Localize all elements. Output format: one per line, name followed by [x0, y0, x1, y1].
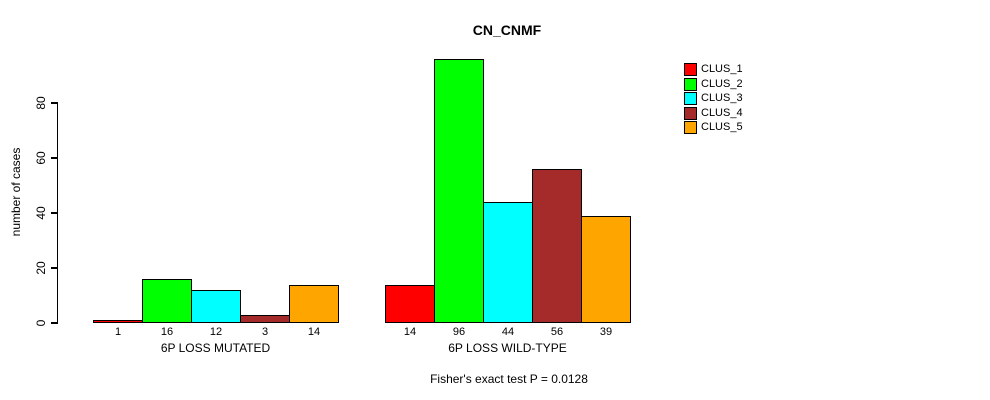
legend-label: CLUS_2 — [701, 77, 743, 90]
legend-label: CLUS_1 — [701, 63, 743, 75]
legend-swatch-clus_1 — [684, 63, 697, 76]
legend-label: CLUS_5 — [701, 121, 743, 133]
group-label: 6P LOSS WILD-TYPE — [448, 341, 567, 355]
y-tick — [51, 322, 58, 324]
y-tick — [51, 212, 58, 214]
legend-item: CLUS_5 — [684, 121, 784, 134]
y-tick — [51, 267, 58, 269]
bar-clus_2-group2 — [434, 59, 484, 323]
bar-value-label: 12 — [209, 326, 223, 338]
bar-value-label: 56 — [550, 326, 564, 338]
y-tick — [51, 157, 58, 159]
legend-label: CLUS_4 — [701, 106, 743, 119]
legend-swatch-clus_5 — [684, 121, 697, 134]
bar-value-label: 44 — [501, 326, 515, 338]
legend-swatch-clus_3 — [684, 92, 697, 105]
bar-clus_5-group1 — [289, 284, 339, 323]
bar-clus_1-group2 — [385, 284, 435, 323]
legend-item: CLUS_3 — [684, 92, 784, 105]
legend-item: CLUS_4 — [684, 106, 784, 120]
bar-clus_5-group2 — [581, 215, 631, 323]
bar-value-label: 39 — [599, 326, 613, 338]
fisher-test-annotation: Fisher's exact test P = 0.0128 — [430, 372, 588, 386]
legend-label: CLUS_3 — [701, 92, 743, 104]
legend-swatch-clus_2 — [684, 77, 697, 91]
chart-title: CN_CNMF — [472, 22, 542, 38]
bar-value-label: 14 — [403, 326, 417, 338]
bar-value-label: 1 — [114, 326, 122, 338]
bar-value-label: 14 — [307, 326, 321, 338]
bar-value-label: 16 — [160, 326, 174, 338]
group-label: 6P LOSS MUTATED — [160, 341, 271, 355]
legend-swatch-clus_4 — [684, 106, 697, 120]
bar-clus_3-group2 — [483, 202, 533, 323]
y-tick — [51, 102, 58, 104]
bar-value-label: 3 — [261, 326, 269, 338]
bar-clus_2-group1 — [142, 279, 192, 323]
bar-clus_3-group1 — [191, 290, 241, 323]
legend-item: CLUS_2 — [684, 77, 784, 91]
bar-value-label: 96 — [452, 326, 466, 338]
legend-item: CLUS_1 — [684, 63, 784, 76]
